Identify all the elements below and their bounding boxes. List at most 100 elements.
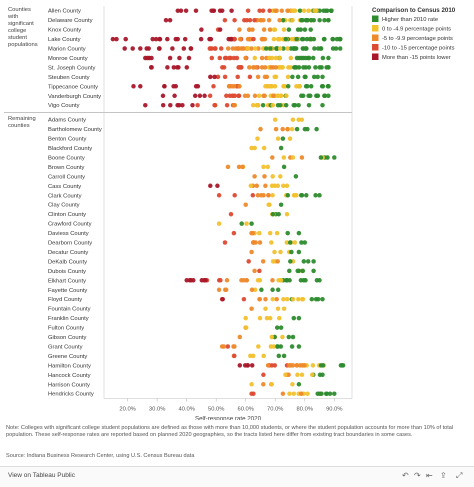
data-point[interactable] (284, 278, 289, 283)
data-point[interactable] (248, 183, 254, 189)
data-point[interactable] (195, 102, 200, 108)
data-point[interactable] (244, 221, 249, 226)
data-point[interactable] (296, 296, 301, 302)
revert-icon[interactable]: ⇤ (426, 471, 433, 480)
data-point[interactable] (209, 55, 215, 61)
data-point[interactable] (322, 93, 328, 99)
data-point[interactable] (156, 46, 162, 51)
data-point[interactable] (251, 36, 256, 42)
data-point[interactable] (300, 17, 305, 23)
data-point[interactable] (276, 36, 281, 42)
data-point[interactable] (222, 240, 228, 245)
data-point[interactable] (256, 344, 261, 349)
data-point[interactable] (199, 278, 205, 283)
data-point[interactable] (249, 287, 255, 293)
data-point[interactable] (280, 136, 286, 141)
data-point[interactable] (221, 65, 227, 70)
data-point[interactable] (329, 8, 334, 13)
data-point[interactable] (250, 102, 256, 108)
data-point[interactable] (281, 306, 287, 311)
data-point[interactable] (184, 65, 190, 70)
data-point[interactable] (277, 17, 282, 23)
data-point[interactable] (261, 93, 266, 99)
data-point[interactable] (271, 27, 277, 32)
data-point[interactable] (217, 27, 223, 32)
data-point[interactable] (178, 8, 184, 13)
data-point[interactable] (298, 193, 304, 198)
data-point[interactable] (286, 27, 292, 32)
data-point[interactable] (272, 84, 278, 89)
data-point[interactable] (187, 278, 192, 283)
data-point[interactable] (261, 353, 266, 359)
data-point[interactable] (226, 36, 231, 42)
data-point[interactable] (247, 17, 253, 23)
data-point[interactable] (114, 36, 119, 42)
data-point[interactable] (257, 8, 262, 13)
data-point[interactable] (180, 102, 185, 108)
legend-swatch[interactable] (372, 25, 379, 32)
data-point[interactable] (289, 344, 295, 349)
data-point[interactable] (290, 363, 296, 368)
data-point[interactable] (248, 353, 253, 359)
data-point[interactable] (290, 74, 295, 80)
data-point[interactable] (175, 36, 180, 42)
data-point[interactable] (272, 249, 277, 255)
data-point[interactable] (298, 391, 304, 396)
data-point[interactable] (237, 363, 243, 368)
data-point[interactable] (257, 315, 263, 321)
data-point[interactable] (297, 8, 303, 13)
data-point[interactable] (217, 8, 223, 13)
data-point[interactable] (235, 74, 240, 80)
data-point[interactable] (285, 74, 291, 80)
data-point[interactable] (249, 382, 254, 387)
data-point[interactable] (241, 296, 247, 302)
data-point[interactable] (326, 55, 331, 61)
data-point[interactable] (250, 27, 255, 32)
data-point[interactable] (239, 221, 244, 226)
data-point[interactable] (262, 174, 267, 179)
data-point[interactable] (228, 211, 234, 217)
data-point[interactable] (209, 46, 215, 51)
data-point[interactable] (237, 27, 242, 32)
data-point[interactable] (237, 334, 243, 340)
data-point[interactable] (311, 259, 316, 264)
data-point[interactable] (308, 27, 313, 32)
data-point[interactable] (304, 193, 309, 198)
data-point[interactable] (287, 268, 292, 274)
data-point[interactable] (291, 315, 297, 321)
data-point[interactable] (110, 36, 116, 42)
legend-swatch[interactable] (372, 53, 379, 61)
data-point[interactable] (251, 391, 256, 396)
data-point[interactable] (296, 230, 302, 236)
data-point[interactable] (275, 93, 281, 99)
data-point[interactable] (217, 55, 223, 61)
data-point[interactable] (247, 65, 252, 70)
data-point[interactable] (294, 65, 299, 70)
data-point[interactable] (281, 296, 286, 302)
data-point[interactable] (317, 278, 322, 283)
data-point[interactable] (165, 36, 170, 42)
data-point[interactable] (232, 17, 237, 23)
data-point[interactable] (323, 8, 329, 13)
legend-swatch[interactable] (372, 44, 379, 51)
data-point[interactable] (213, 46, 218, 51)
data-point[interactable] (320, 372, 325, 378)
data-point[interactable] (296, 344, 302, 349)
data-point[interactable] (283, 102, 289, 108)
data-point[interactable] (284, 93, 289, 99)
data-point[interactable] (281, 353, 287, 359)
data-point[interactable] (277, 315, 282, 321)
data-point[interactable] (271, 344, 277, 349)
legend-swatch[interactable] (372, 15, 379, 23)
data-point[interactable] (298, 278, 304, 283)
data-point[interactable] (218, 46, 224, 51)
data-point[interactable] (231, 84, 237, 89)
data-point[interactable] (286, 65, 291, 70)
data-point[interactable] (235, 46, 241, 51)
data-point[interactable] (171, 65, 177, 70)
data-point[interactable] (279, 65, 285, 70)
data-point[interactable] (317, 8, 322, 13)
data-point[interactable] (300, 296, 306, 302)
data-point[interactable] (270, 102, 276, 108)
data-point[interactable] (304, 17, 310, 23)
